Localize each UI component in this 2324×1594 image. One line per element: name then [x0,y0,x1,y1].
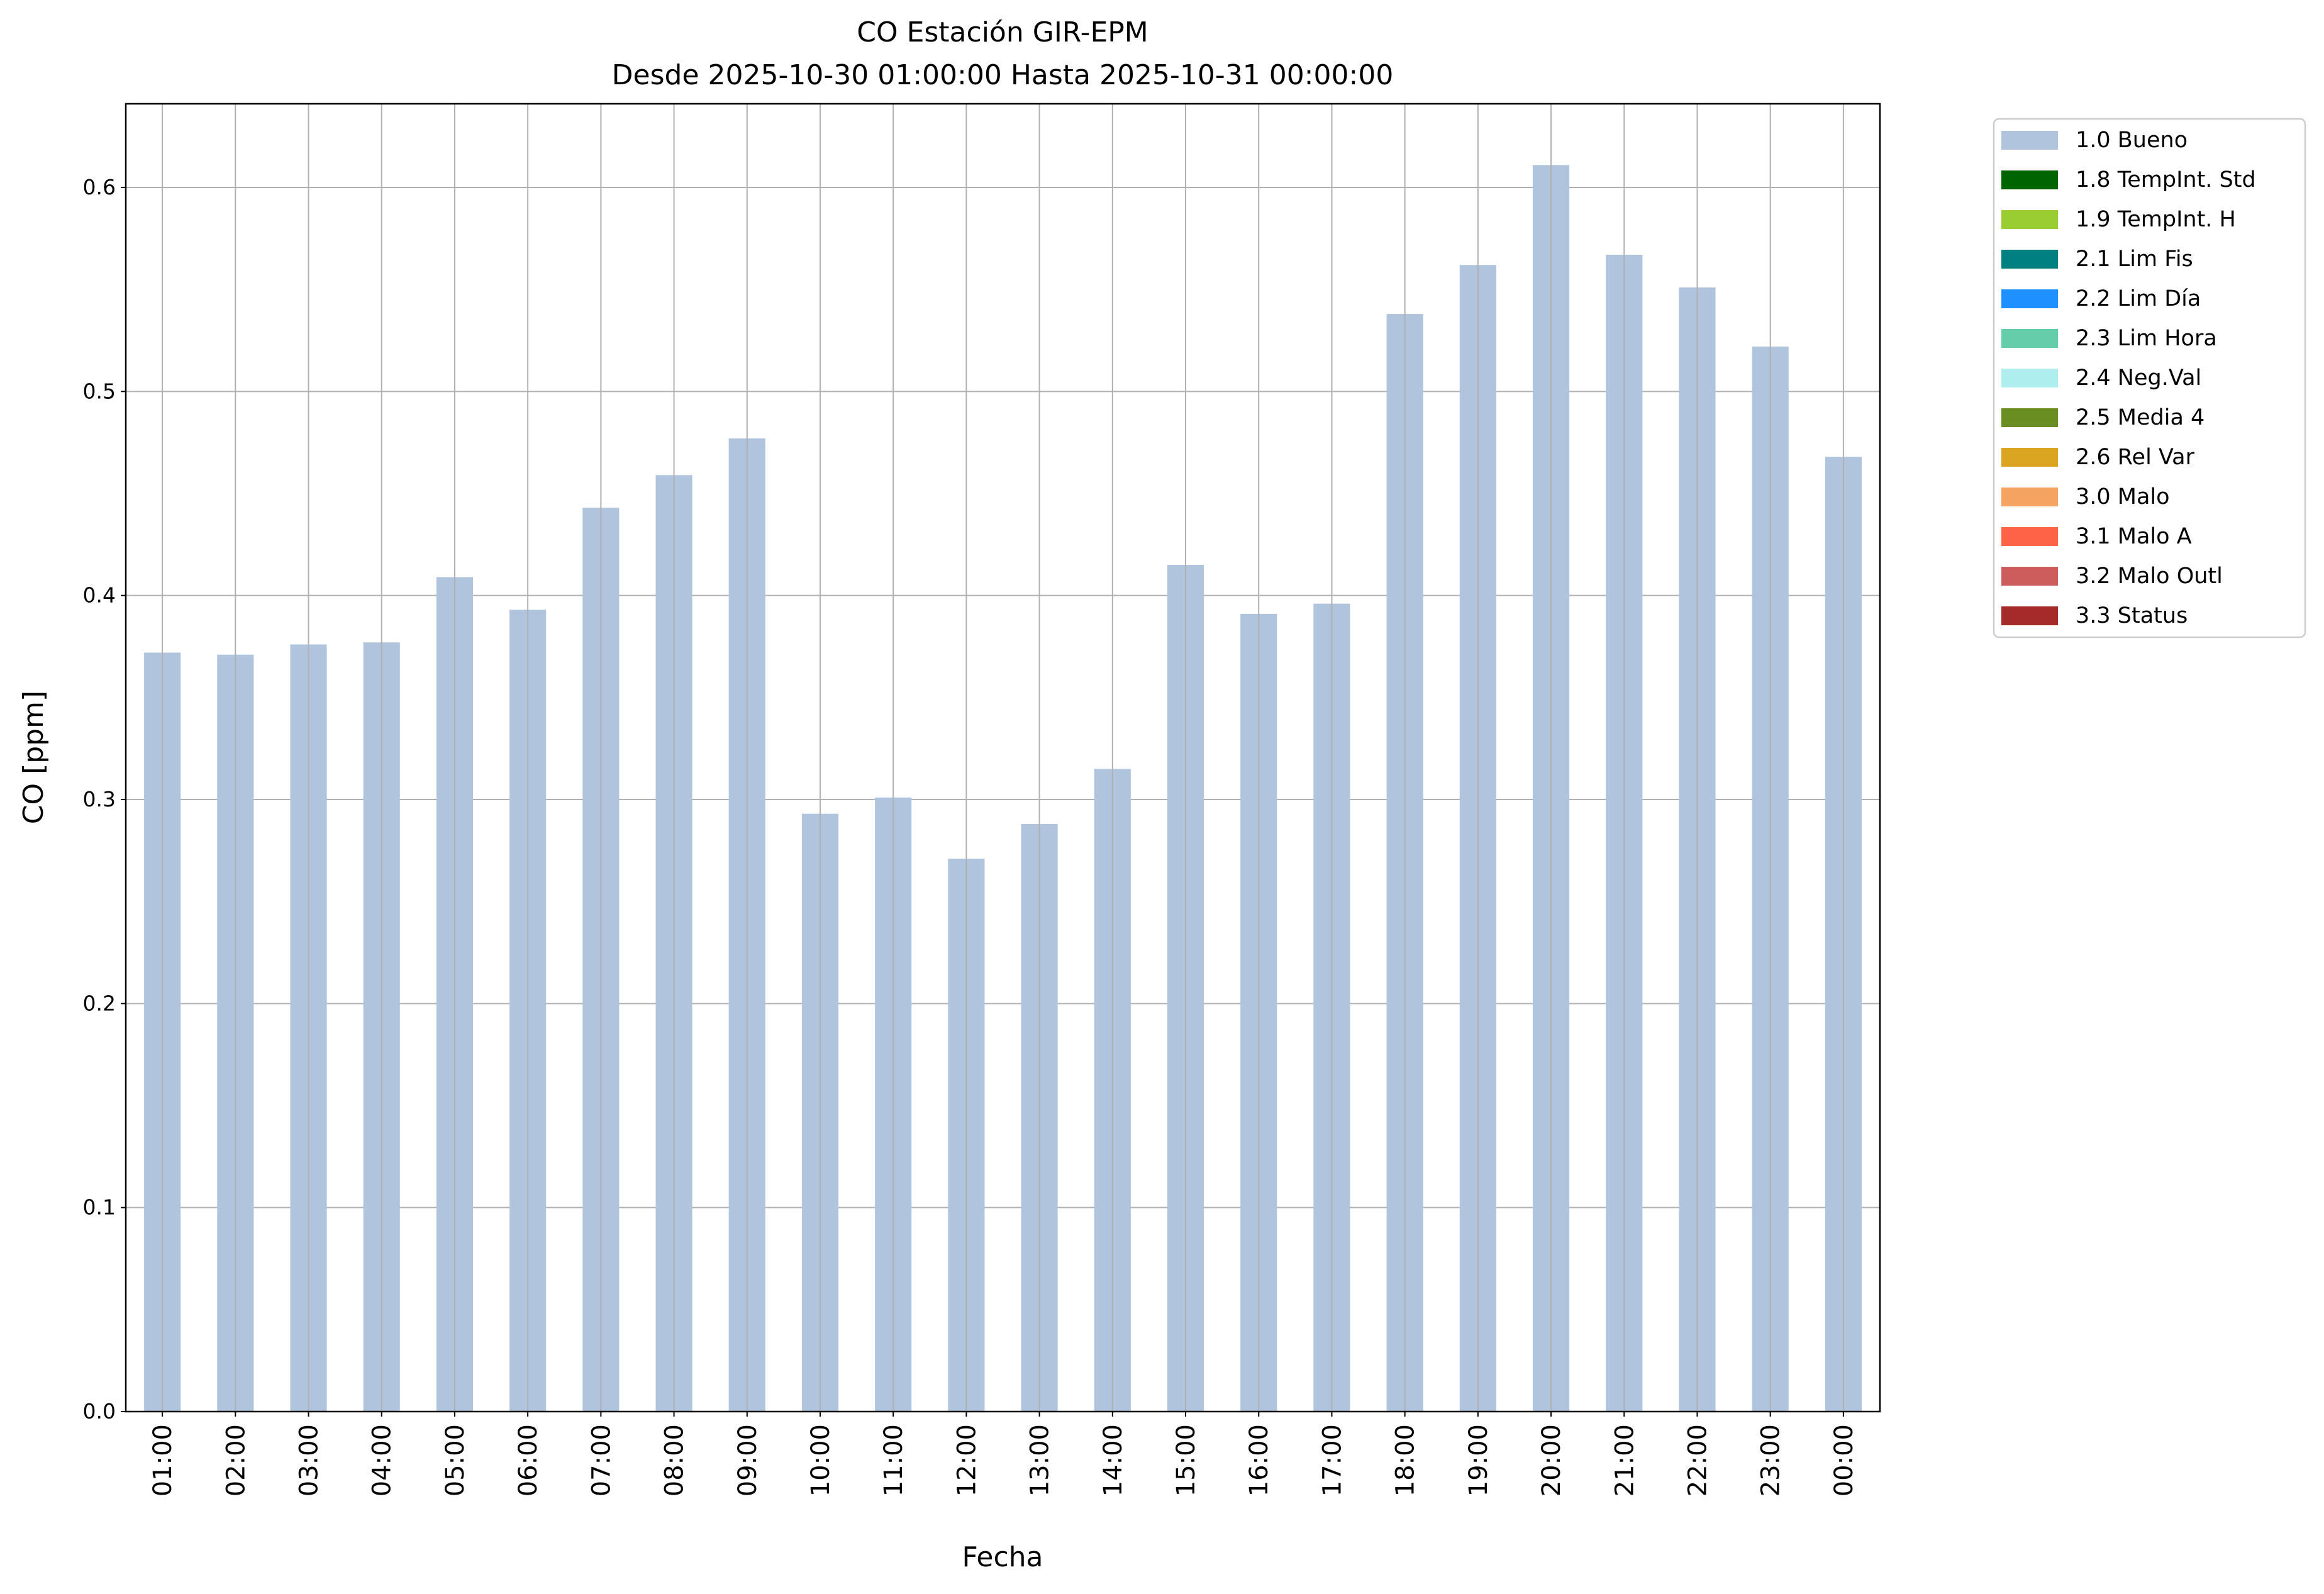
y-tick-label: 0.6 [83,175,116,199]
legend-label: 1.9 TempInt. H [2076,207,2236,232]
legend-swatch [2001,488,2058,506]
x-tick-label: 15:00 [1172,1424,1201,1496]
legend-label: 3.1 Malo A [2076,524,2192,549]
x-tick-label: 06:00 [514,1424,543,1496]
legend-label: 2.2 Lim Día [2076,286,2201,311]
x-tick-label: 02:00 [221,1424,250,1496]
x-tick-label: 08:00 [660,1424,689,1496]
legend-swatch [2001,408,2058,427]
legend-swatch [2001,567,2058,586]
legend-swatch [2001,448,2058,467]
y-tick-label: 0.1 [83,1195,116,1220]
x-tick-label: 03:00 [295,1424,324,1496]
x-tick-label: 17:00 [1318,1424,1347,1496]
y-tick-label: 0.0 [83,1399,116,1424]
y-tick-label: 0.4 [83,583,116,608]
x-tick-label: 12:00 [952,1424,981,1496]
y-axis-label: CO [ppm] [18,691,50,824]
bars [144,165,1862,1412]
legend-swatch [2001,527,2058,546]
legend-label: 2.4 Neg.Val [2076,365,2201,391]
legend: 1.0 Bueno 1.8 TempInt. Std 1.9 TempInt. H 2… [1993,118,2306,638]
x-ticks: 01:00 02:00 03:00 04:00 05:00 06:00 07:00 08:00… [148,1412,1859,1496]
x-tick-label: 21:00 [1610,1424,1639,1496]
x-tick-label: 14:00 [1099,1424,1128,1496]
legend-swatch [2001,250,2058,269]
legend-swatch [2001,329,2058,348]
y-tick-label: 0.5 [83,379,116,403]
legend-label: 3.2 Malo Outl [2076,564,2223,589]
legend-label: 2.3 Lim Hora [2076,326,2217,351]
x-tick-label: 19:00 [1464,1424,1493,1496]
legend-label: 3.0 Malo [2076,484,2170,510]
x-tick-label: 16:00 [1245,1424,1274,1496]
legend-swatch [2001,606,2058,625]
x-tick-label: 00:00 [1830,1424,1859,1496]
legend-label: 2.6 Rel Var [2076,445,2195,470]
legend-swatch [2001,210,2058,229]
legend-label: 1.8 TempInt. Std [2076,167,2256,192]
x-tick-label: 11:00 [879,1424,908,1496]
legend-swatch [2001,170,2058,189]
vertical-grid [162,104,1844,1412]
x-tick-label: 10:00 [806,1424,835,1496]
y-tick-label: 0.2 [83,991,116,1015]
legend-label: 2.1 Lim Fis [2076,247,2193,272]
legend-label: 2.5 Media 4 [2076,405,2204,430]
grid [126,186,1880,1412]
x-tick-label: 09:00 [733,1424,762,1496]
x-tick-label: 20:00 [1537,1424,1566,1496]
legend-swatch [2001,289,2058,308]
x-tick-label: 01:00 [148,1424,177,1496]
chart-title: CO Estación GIR-EPM [857,16,1148,48]
y-ticks: 0.0 0.1 0.2 0.3 0.4 0.5 0.6 [83,175,126,1424]
x-axis-label: Fecha [962,1541,1043,1573]
chart-subtitle: Desde 2025-10-30 01:00:00 Hasta 2025-10-… [612,59,1394,91]
plot-frame [125,103,1881,1413]
legend-swatch [2001,131,2058,150]
x-tick-label: 07:00 [587,1424,616,1496]
legend-label: 3.3 Status [2076,603,2188,628]
x-tick-label: 23:00 [1757,1424,1786,1496]
y-tick-label: 0.3 [83,787,116,811]
x-tick-label: 18:00 [1391,1424,1420,1496]
x-tick-label: 04:00 [368,1424,397,1496]
legend-label: 1.0 Bueno [2076,128,2188,153]
legend-swatch [2001,369,2058,387]
legend-frame [1993,118,2306,638]
x-tick-label: 13:00 [1026,1424,1055,1496]
x-tick-label: 05:00 [441,1424,470,1496]
x-tick-label: 22:00 [1683,1424,1712,1496]
